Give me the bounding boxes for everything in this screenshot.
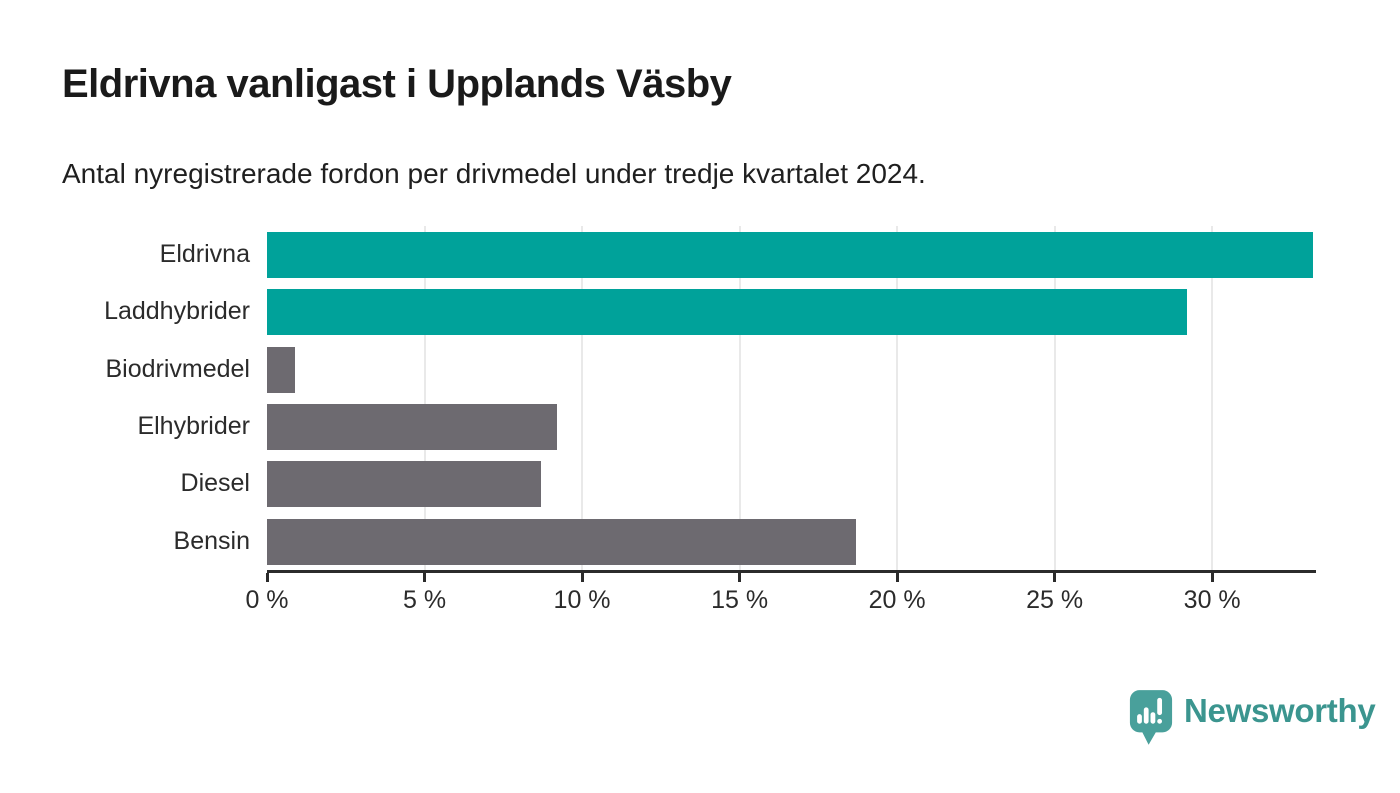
x-tick-mark-0-pct xyxy=(265,573,269,582)
x-axis-line xyxy=(267,570,1316,573)
category-label-bensin: Bensin xyxy=(173,526,250,555)
newsworthy-chart-speech-bubble-icon xyxy=(1129,690,1173,745)
bar-row-eldrivna xyxy=(267,226,1313,283)
bar-diesel xyxy=(267,461,542,508)
x-tick-label-15-pct: 15 % xyxy=(711,586,769,614)
bar-elhybrider xyxy=(267,403,557,450)
category-labels: Eldrivna Laddhybrider Biodrivmedel Elhybrid… xyxy=(0,226,250,570)
bar-row-diesel xyxy=(267,455,1313,512)
x-tick-label-10-pct: 10 % xyxy=(553,586,611,614)
category-label-biodrivmedel: Biodrivmedel xyxy=(105,354,250,383)
x-tick-mark-25-pct xyxy=(1053,573,1057,582)
bar-laddhybrider xyxy=(267,289,1187,336)
bar-row-laddhybrider xyxy=(267,283,1313,340)
x-tick-mark-5-pct xyxy=(423,573,427,582)
x-tick-label-20-pct: 20 % xyxy=(868,586,926,614)
x-tick-mark-20-pct xyxy=(895,573,899,582)
bar-chart: Eldrivna Laddhybrider Biodrivmedel Elhybrid… xyxy=(0,226,1400,626)
bar-eldrivna xyxy=(267,232,1313,278)
category-label-elhybrider: Elhybrider xyxy=(137,412,250,441)
chart-subtitle: Antal nyregistrerade fordon per drivmede… xyxy=(62,158,926,189)
x-tick-label-25-pct: 25 % xyxy=(1026,586,1084,614)
category-label-diesel: Diesel xyxy=(180,469,250,498)
gridline-10-pct xyxy=(581,226,584,570)
newsworthy-logo-text: Newsworthy xyxy=(1184,692,1376,729)
x-tick-mark-30-pct xyxy=(1210,573,1214,582)
gridline-25-pct xyxy=(1053,226,1056,570)
gridline-5-pct xyxy=(423,226,426,570)
x-axis: 0 % 5 % 10 % 15 % 20 % 25 % 30 % xyxy=(245,573,1313,623)
x-tick-mark-10-pct xyxy=(580,573,584,582)
chart-title: Eldrivna vanligast i Upplands Väsby xyxy=(62,62,732,106)
x-tick-mark-15-pct xyxy=(738,573,742,582)
bar-row-elhybrider xyxy=(267,398,1313,455)
category-label-laddhybrider: Laddhybrider xyxy=(104,297,250,326)
bar-biodrivmedel xyxy=(267,346,296,393)
plot-area xyxy=(267,226,1313,570)
bar-bensin xyxy=(267,518,857,565)
x-tick-label-5-pct: 5 % xyxy=(402,586,447,614)
bar-row-biodrivmedel xyxy=(267,341,1313,398)
newsworthy-logo: Newsworthy xyxy=(1128,688,1376,746)
x-tick-label-30-pct: 30 % xyxy=(1183,586,1241,614)
gridline-20-pct xyxy=(896,226,899,570)
bar-row-bensin xyxy=(267,513,1313,570)
gridline-30-pct xyxy=(1211,226,1214,570)
category-label-eldrivna: Eldrivna xyxy=(159,240,250,269)
x-tick-label-0-pct: 0 % xyxy=(245,586,289,614)
gridline-15-pct xyxy=(738,226,741,570)
